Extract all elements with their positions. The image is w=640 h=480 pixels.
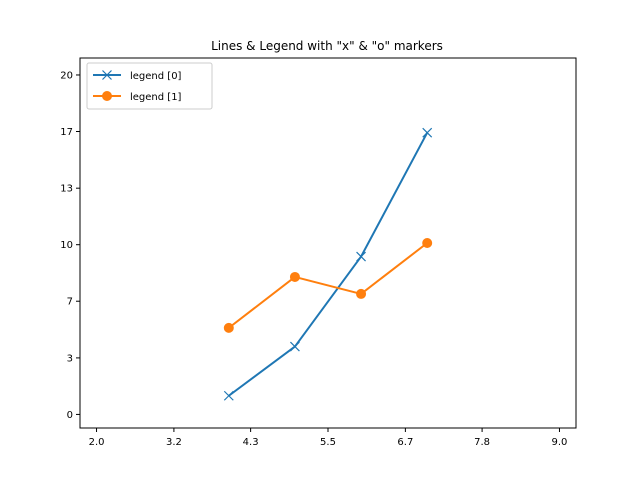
x-tick-label: 6.7 xyxy=(397,437,413,448)
data-point-1 xyxy=(289,271,300,282)
y-tick-label: 17 xyxy=(60,127,73,138)
x-tick-label: 5.5 xyxy=(320,437,336,448)
legend-label: legend [0] xyxy=(130,71,182,82)
y-tick-label: 20 xyxy=(60,70,73,81)
series-1 xyxy=(223,238,433,333)
legend-marker xyxy=(102,70,112,80)
data-point-0 xyxy=(290,341,300,352)
y-tick-label: 10 xyxy=(60,240,73,251)
y-tick-label: 3 xyxy=(67,353,73,364)
series-line-1 xyxy=(228,242,428,329)
x-tick-label: 4.3 xyxy=(243,437,259,448)
data-point-0 xyxy=(223,390,234,401)
data-point-1 xyxy=(223,322,234,333)
series-0 xyxy=(223,127,433,401)
data-point-0 xyxy=(422,127,433,138)
series-layer xyxy=(223,127,433,401)
legend-marker xyxy=(102,91,112,101)
x-tick-label: 2.0 xyxy=(89,437,105,448)
x-tick-label: 9.0 xyxy=(552,437,568,448)
data-point-1 xyxy=(356,288,367,299)
series-line-0 xyxy=(228,132,429,397)
x-tick-label: 3.2 xyxy=(166,437,182,448)
legend: legend [0] legend [1] xyxy=(86,62,213,110)
x-axis: 2.0 3.2 4.3 5.5 6.7 7.8 9.0 xyxy=(89,428,568,448)
legend-entry-1: legend [1] xyxy=(93,91,182,103)
data-point-1 xyxy=(422,238,433,248)
data-point-0 xyxy=(356,251,366,262)
y-tick-label: 7 xyxy=(67,297,73,308)
y-tick-label: 0 xyxy=(67,410,73,421)
legend-label: legend [1] xyxy=(130,92,182,103)
legend-entry-0: legend [0] xyxy=(93,70,182,82)
y-tick-label: 13 xyxy=(60,184,73,195)
x-tick-label: 7.8 xyxy=(474,437,490,448)
chart-title: Lines & Legend with "x" & "o" markers xyxy=(211,39,443,53)
y-axis: 0 3 7 10 13 17 20 xyxy=(60,70,80,421)
plot-area xyxy=(79,57,577,429)
